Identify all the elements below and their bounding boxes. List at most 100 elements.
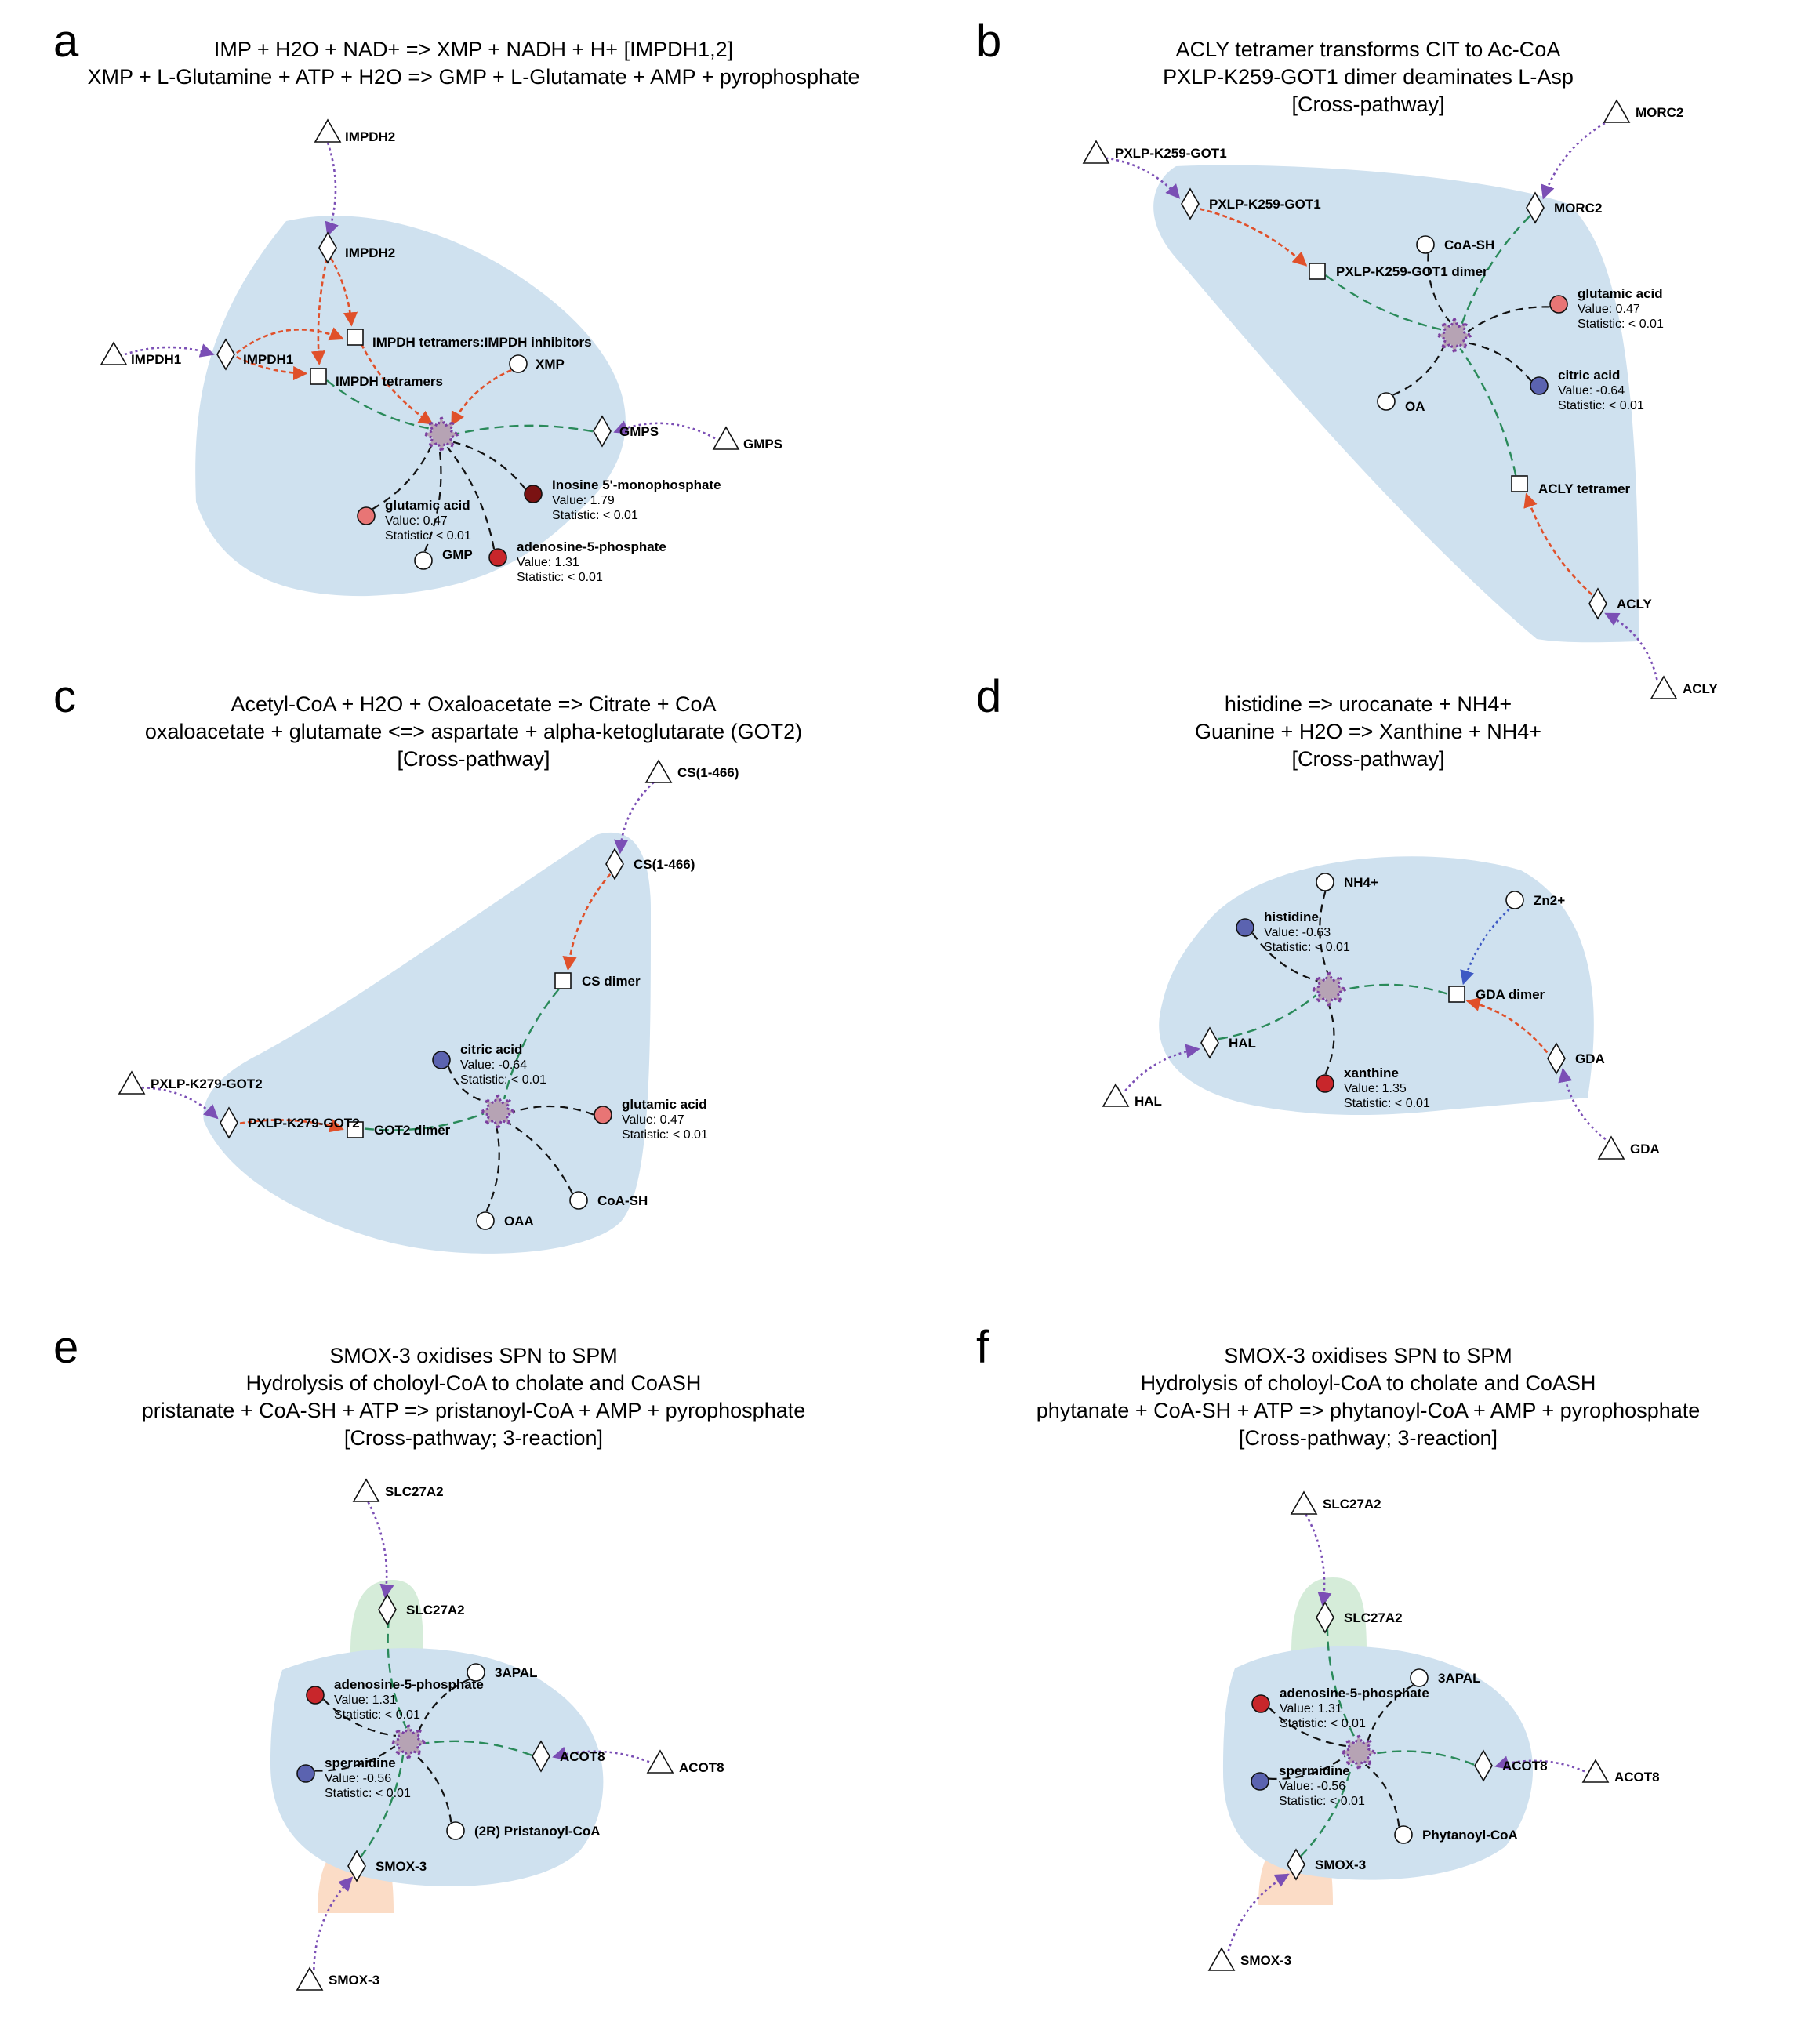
triangle-node bbox=[646, 1749, 674, 1774]
node-label: ACLY tetramer bbox=[1538, 481, 1631, 496]
triangle-node bbox=[712, 426, 740, 450]
panel-title-line: IMP + H2O + NAD+ => XMP + NADH + H+ [IMP… bbox=[214, 38, 733, 61]
reaction-edge bbox=[423, 448, 442, 552]
compartment-hull bbox=[195, 216, 626, 597]
reaction-edge bbox=[485, 1125, 500, 1212]
node-label: CS dimer bbox=[582, 974, 641, 989]
regulation-edge bbox=[1460, 908, 1510, 986]
compartment-hull bbox=[1223, 1646, 1534, 1880]
regulation-edge bbox=[613, 781, 655, 855]
node-label: histidine bbox=[1264, 909, 1319, 924]
node-label: HAL bbox=[1135, 1094, 1162, 1109]
regulation-edge bbox=[236, 356, 308, 381]
node-statistic: Statistic: < 0.01 bbox=[1280, 1717, 1366, 1730]
node-label: SLC27A2 bbox=[1323, 1497, 1381, 1512]
node-label: HAL bbox=[1229, 1036, 1256, 1051]
panel-label: c bbox=[53, 671, 76, 722]
node-label: glutamic acid bbox=[385, 498, 470, 513]
circle-node bbox=[1549, 295, 1568, 314]
node-label: GDA dimer bbox=[1476, 987, 1545, 1002]
node-statistic: Statistic: < 0.01 bbox=[334, 1708, 420, 1722]
regulation-edge bbox=[1227, 1873, 1290, 1952]
panel-title-line: phytanate + CoA-SH + ATP => phytanoyl-Co… bbox=[1037, 1399, 1701, 1422]
regulation-edge bbox=[325, 142, 339, 237]
regulation-edge bbox=[329, 257, 358, 327]
reaction-edge bbox=[1372, 1750, 1475, 1766]
node-label: SLC27A2 bbox=[406, 1603, 465, 1617]
reaction-edge bbox=[511, 1105, 594, 1116]
panel-label: f bbox=[976, 1322, 989, 1373]
node-label: OA bbox=[1405, 399, 1425, 414]
node-label: 3APAL bbox=[495, 1665, 537, 1680]
circle-node bbox=[509, 354, 528, 373]
square-node bbox=[1309, 263, 1326, 280]
square-node bbox=[554, 972, 572, 989]
circle-node bbox=[1410, 1668, 1429, 1687]
node-label: 3APAL bbox=[1438, 1671, 1480, 1686]
node-label: MORC2 bbox=[1554, 201, 1602, 216]
circle-node bbox=[467, 1663, 485, 1682]
circle-node bbox=[569, 1191, 588, 1210]
node-label: Zn2+ bbox=[1534, 893, 1565, 908]
hull-layer bbox=[195, 165, 1639, 1913]
node-label: IMPDH2 bbox=[345, 129, 395, 144]
square-node bbox=[347, 1121, 364, 1138]
node-label: SMOX-3 bbox=[376, 1859, 427, 1874]
node-label: adenosine-5-phosphate bbox=[517, 539, 666, 554]
reaction-edge bbox=[417, 1678, 470, 1733]
reaction-edge bbox=[1466, 342, 1532, 382]
diamond-node bbox=[1474, 1749, 1493, 1782]
diamond-node bbox=[347, 1850, 366, 1882]
reaction-edge bbox=[447, 1066, 488, 1103]
node-label: PXLP-K259-GOT1 dimer bbox=[1336, 264, 1488, 279]
reaction-edge bbox=[451, 369, 512, 427]
triangle-node bbox=[118, 1070, 146, 1095]
triangle-node bbox=[1290, 1490, 1318, 1515]
regulation-edge bbox=[1305, 1514, 1332, 1607]
circle-node bbox=[524, 485, 543, 503]
reaction-edge bbox=[422, 1740, 532, 1756]
node-statistic: Statistic: < 0.01 bbox=[1264, 941, 1350, 954]
node-value: Value: 1.31 bbox=[1280, 1702, 1342, 1715]
node-label: PXLP-K259-GOT1 bbox=[1115, 146, 1227, 161]
regulation-edge bbox=[310, 258, 329, 365]
circle-node bbox=[1316, 1074, 1334, 1093]
node-label: IMPDH tetramers bbox=[336, 374, 443, 389]
node-label: adenosine-5-phosphate bbox=[1280, 1686, 1429, 1701]
regulation-edge bbox=[1541, 119, 1610, 200]
node-label: (2R) Pristanoyl-CoA bbox=[474, 1824, 601, 1839]
triangle-node bbox=[1581, 1759, 1610, 1783]
node-label: xanthine bbox=[1344, 1066, 1399, 1080]
circle-node bbox=[432, 1051, 451, 1069]
node-value: Value: 1.31 bbox=[517, 556, 579, 569]
circle-node bbox=[306, 1686, 325, 1705]
regulation-edge bbox=[239, 1118, 344, 1133]
node-label: Phytanoyl-CoA bbox=[1422, 1828, 1518, 1843]
node-label: PXLP-K279-GOT2 bbox=[151, 1076, 263, 1091]
diamond-node bbox=[1316, 1601, 1334, 1634]
diamond-node bbox=[605, 848, 624, 880]
node-value: Value: -0.64 bbox=[460, 1058, 527, 1072]
node-statistic: Statistic: < 0.01 bbox=[1279, 1795, 1365, 1808]
node-statistic: Statistic: < 0.01 bbox=[622, 1128, 708, 1142]
node-label: GMP bbox=[442, 547, 473, 562]
node-value: Value: -0.64 bbox=[1558, 384, 1625, 398]
panel-title-line: XMP + L-Glutamine + ATP + H2O => GMP + L… bbox=[87, 65, 859, 89]
reaction-hub bbox=[477, 1091, 518, 1132]
reaction-edge bbox=[503, 988, 560, 1100]
node-label: IMPDH2 bbox=[345, 245, 395, 260]
regulation-edge bbox=[367, 1501, 394, 1599]
panel-title-line: Guanine + H2O => Xanthine + NH4+ bbox=[1195, 720, 1541, 743]
node-label: IMPDH1 bbox=[131, 352, 181, 367]
circle-node bbox=[1236, 918, 1254, 937]
reaction-hub bbox=[388, 1722, 429, 1763]
panel-label: b bbox=[976, 16, 1001, 67]
regulation-edge bbox=[236, 327, 344, 354]
circle-node bbox=[594, 1106, 612, 1124]
panel-title-line: Hydrolysis of choloyl-CoA to cholate and… bbox=[1141, 1371, 1596, 1395]
regulation-edge bbox=[1465, 997, 1549, 1054]
reaction-edge bbox=[322, 1698, 397, 1737]
node-label: ACOT8 bbox=[1614, 1770, 1660, 1784]
node-label: CoA-SH bbox=[1444, 238, 1494, 252]
